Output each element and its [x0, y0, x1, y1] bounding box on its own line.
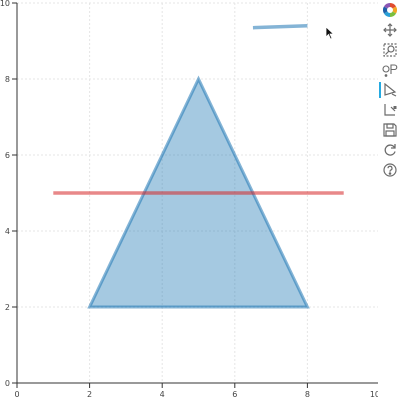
reset-icon[interactable]	[382, 142, 398, 158]
chart-toolbar	[378, 0, 400, 200]
poly-edit-icon[interactable]	[382, 102, 398, 118]
y-tick-label: 10	[0, 0, 10, 8]
glyphs[interactable]	[53, 24, 344, 309]
poly-draw-icon[interactable]	[379, 82, 398, 98]
y-tick-label: 4	[5, 227, 10, 236]
help-icon[interactable]	[382, 162, 398, 178]
axes: 0 2 4 6 8 10 0 2 4 6 8 10	[0, 0, 378, 399]
pan-icon[interactable]	[382, 22, 398, 38]
x-tick-label: 10	[370, 390, 378, 399]
line-glyph-2	[252, 24, 308, 30]
y-tick-label: 0	[5, 379, 10, 388]
x-tick-label: 4	[160, 390, 165, 399]
save-icon[interactable]	[382, 122, 398, 138]
box-zoom-icon[interactable]	[382, 42, 398, 58]
y-tick-label: 8	[5, 75, 10, 84]
x-tick-label: 8	[305, 390, 310, 399]
mouse-cursor-icon	[325, 26, 335, 40]
x-tick-label: 0	[14, 390, 19, 399]
point-draw-icon[interactable]	[382, 62, 398, 78]
y-tick-label: 6	[5, 151, 10, 160]
x-tick-label: 6	[232, 390, 237, 399]
x-tick-label: 2	[87, 390, 92, 399]
chart-plot[interactable]: 0 2 4 6 8 10 0 2 4 6 8 10	[0, 0, 378, 401]
bokeh-logo-icon[interactable]	[382, 2, 398, 18]
y-tick-label: 2	[5, 303, 10, 312]
